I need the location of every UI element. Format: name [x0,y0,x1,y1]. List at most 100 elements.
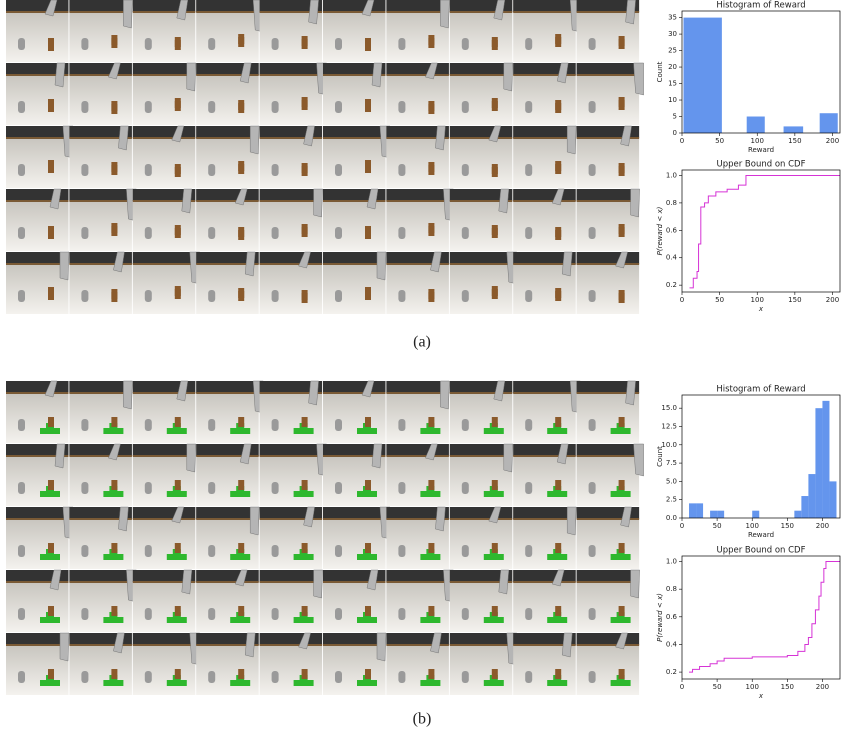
y-tick-label: 0.4 [666,254,678,262]
cylinder [398,482,405,494]
image-cell [577,0,640,62]
bar [747,117,765,133]
block-top [175,286,181,296]
robot-arm [182,570,192,594]
image-cell [577,63,644,125]
cylinder [589,38,596,50]
cylinder [589,227,596,239]
cylinder [81,227,88,239]
cylinder [589,419,596,431]
wall [386,444,449,456]
image-cell [260,126,323,188]
image-cell [133,252,200,314]
block-top [619,417,625,427]
plot-frame [682,556,840,679]
y-tick-label: 0.8 [666,585,677,593]
wall [69,381,131,393]
block-top [492,225,498,235]
image-cell [323,0,386,62]
wall [386,63,449,75]
robot-arm [123,0,132,28]
x-axis-label: Reward [748,531,774,539]
block-top [302,97,308,107]
wall [577,444,640,456]
cylinder [525,290,532,302]
y-tick-label: 35 [668,14,677,22]
cylinder [81,608,88,620]
wall [323,381,386,393]
x-axis-label: x [758,305,764,313]
block-top [555,606,561,616]
image-cell [260,570,323,632]
block-top [619,163,625,173]
table-edge [69,200,131,202]
block-top [48,606,54,616]
cylinder [398,671,405,683]
block-top [555,100,561,110]
block-top [492,164,498,174]
block-top [619,36,625,46]
image-cell [577,126,640,188]
block-top [365,417,371,427]
x-tick-label: 150 [788,137,801,145]
image-cell [69,252,131,314]
y-tick-label: 0.6 [666,613,678,621]
y-tick-label: 15 [668,80,677,88]
table-edge [69,455,131,457]
wall [577,189,640,201]
cylinder [81,671,88,683]
table-edge [260,644,323,646]
wall [133,444,196,456]
block-top [48,99,54,109]
table-edge [323,518,386,520]
image-cell [69,444,131,506]
cylinder [145,608,152,620]
block-top [111,289,117,299]
x-tick-label: 0 [680,137,684,145]
block-top [492,98,498,108]
x-tick-label: 200 [816,522,829,530]
wall [260,633,323,645]
table-edge [260,581,323,583]
y-tick-label: 0.6 [666,226,678,234]
table-edge [196,581,259,583]
wall [513,0,576,12]
image-cell [196,381,263,443]
block-top [365,606,371,616]
block-top [302,669,308,679]
table-edge [513,518,576,520]
robot-arm [187,444,196,472]
block-top [48,287,54,297]
wall [69,63,131,75]
cylinder [272,227,279,239]
cylinder [589,164,596,176]
table-edge [323,137,386,139]
image-cell [386,633,449,695]
cylinder [398,227,405,239]
image-cell [6,189,69,251]
x-tick-label: 200 [816,683,829,691]
table-edge [386,200,449,202]
cylinder [462,164,469,176]
cylinder [18,290,25,302]
table-edge [6,392,69,394]
table-edge [450,455,513,457]
table-edge [323,263,386,265]
cylinder [81,482,88,494]
block-top [238,669,244,679]
wall [386,0,449,12]
robot-arm [377,252,386,280]
bar [684,18,722,133]
bar [710,511,717,518]
wall [196,189,259,201]
image-cell [386,252,449,314]
image-cell [323,633,386,695]
cylinder [525,545,532,557]
image-cell [133,507,196,569]
robot-arm [309,0,319,24]
wall [69,189,131,201]
table-edge [6,11,69,13]
cylinder [18,227,25,239]
image-cell [69,126,131,188]
block-top [365,543,371,553]
